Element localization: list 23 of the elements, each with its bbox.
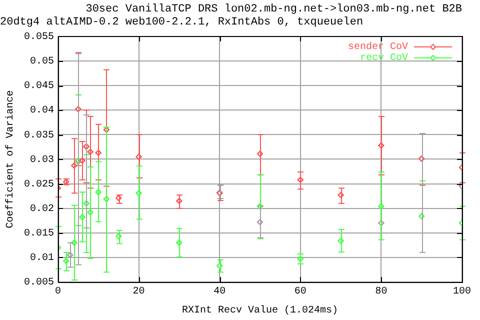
y-tick-label: 0.05 (30, 56, 54, 68)
chart-subtitle: 20dtg4 altAIMD-0.2 web100-2.2.1, RxIntAbs 0, txqueuelen (0, 16, 364, 29)
y-tick-label: 0.04 (30, 106, 54, 117)
legend-label: recv CoV (360, 53, 408, 64)
y-tick-label: 0.045 (24, 81, 54, 92)
x-tick-label: 20 (132, 286, 145, 298)
x-tick-label: 40 (214, 286, 226, 298)
y-tick-label: 0.025 (24, 179, 54, 190)
y-tick-label: 0.01 (30, 253, 54, 264)
x-tick-label: 0 (54, 286, 62, 298)
x-axis-title: RXInt Recv Value (1.024ms) (182, 304, 338, 317)
y-tick-label: 0.005 (24, 278, 54, 289)
chart-title: 30sec VanillaTCP DRS lon02.mb-ng.net->lon03.mb-ng.net B2B (86, 4, 462, 16)
y-tick-label: 0.02 (30, 204, 54, 215)
legend-label: sender CoV (348, 41, 408, 54)
x-tick-label: 80 (375, 286, 388, 298)
y-axis-title: Coefficient of Variance (4, 90, 17, 228)
y-tick-label: 0.035 (24, 130, 54, 142)
y-tick-label: 0.015 (24, 228, 54, 240)
y-tick-label: 0.055 (24, 32, 54, 44)
y-tick-label: 0.03 (30, 154, 54, 166)
x-tick-label: 60 (294, 286, 306, 298)
x-tick-label: 100 (452, 286, 472, 298)
